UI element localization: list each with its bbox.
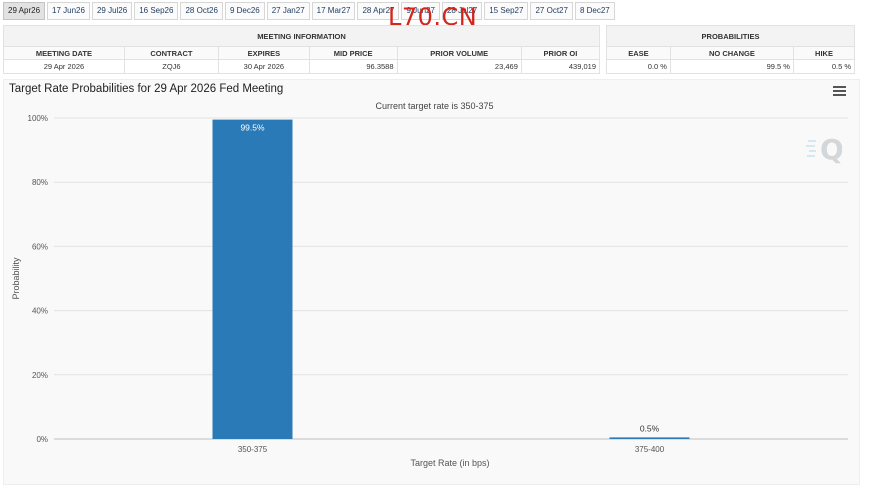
meeting_info-headers-5: PRIOR OI — [520, 46, 601, 60]
tab-28-oct26[interactable]: 28 Oct26 — [180, 2, 223, 20]
tab-27-jan27[interactable]: 27 Jan27 — [266, 2, 310, 20]
tab-9-jun27[interactable]: 9 Jun27 — [401, 2, 440, 20]
meeting-date-tabs: 29 Apr26 17 Jun26 29 Jul26 16 Sep26 28 Oct26… — [3, 2, 617, 20]
chart-menu-icon[interactable] — [833, 86, 846, 97]
tab-16-sep26[interactable]: 16 Sep26 — [134, 2, 179, 20]
bar — [609, 437, 690, 439]
y-axis-title: Probability — [11, 257, 21, 300]
q-logo-icon: Q — [806, 133, 842, 166]
probabilities-values-1: 99.5 % — [669, 59, 794, 74]
x-tick-label: 375-400 — [635, 445, 665, 454]
meeting_info-values-5: 439,019 — [520, 59, 601, 74]
y-tick-label: 100% — [28, 114, 48, 123]
meeting_info-headers-2: EXPIRES — [217, 46, 310, 60]
tab-29-jul26[interactable]: 29 Jul26 — [91, 2, 133, 20]
probabilities-values-0: 0.0 % — [606, 59, 671, 74]
tab-29-apr26[interactable]: 29 Apr26 — [3, 2, 46, 20]
meeting-information-table: MEETING INFORMATION MEETING DATE CONTRACT… — [3, 25, 601, 74]
y-tick-label: 40% — [32, 307, 48, 316]
bar — [212, 119, 293, 439]
tab-9-dec26[interactable]: 9 Dec26 — [224, 2, 265, 20]
meeting_info-values-2: 30 Apr 2026 — [217, 59, 310, 74]
chart-subtitle: Current target rate is 350-375 — [375, 101, 494, 111]
probabilities-headers-2: HIKE — [792, 46, 856, 60]
svg-text:Q: Q — [820, 133, 842, 166]
tab-27-oct27[interactable]: 27 Oct27 — [530, 2, 573, 20]
y-tick-label: 20% — [32, 371, 48, 380]
y-tick-label: 0% — [36, 435, 48, 444]
meeting_info-values-1: ZQJ6 — [123, 59, 219, 74]
tab-17-mar27[interactable]: 17 Mar27 — [311, 2, 356, 20]
chart-panel — [3, 79, 860, 485]
y-tick-label: 80% — [32, 178, 48, 187]
probabilities-values-2: 0.5 % — [792, 59, 856, 74]
probabilities-title: PROBABILITIES — [606, 25, 855, 47]
meeting_info-values-4: 23,469 — [396, 59, 522, 74]
tab-8-dec27[interactable]: 8 Dec27 — [574, 2, 615, 20]
x-axis-title: Target Rate (in bps) — [410, 458, 489, 468]
probabilities-table: PROBABILITIES EASE NO CHANGE HIKE 0.0 % 99.… — [606, 25, 856, 74]
y-tick-label: 60% — [32, 242, 48, 251]
meeting_info-values-0: 29 Apr 2026 — [3, 59, 125, 74]
x-tick-label: 350-375 — [238, 445, 268, 454]
meeting_info-headers-0: MEETING DATE — [3, 46, 125, 60]
meeting_info-headers-1: CONTRACT — [123, 46, 219, 60]
data-label: 0.5% — [640, 423, 660, 433]
tab-17-jun26[interactable]: 17 Jun26 — [47, 2, 90, 20]
data-label: 99.5% — [240, 123, 265, 133]
tab-28-apr27[interactable]: 28 Apr27 — [357, 2, 400, 20]
tab-15-sep27[interactable]: 15 Sep27 — [484, 2, 529, 20]
chart-title: Target Rate Probabilities for 29 Apr 202… — [9, 83, 284, 95]
tab-28-jul27[interactable]: 28 Jul27 — [441, 2, 483, 20]
